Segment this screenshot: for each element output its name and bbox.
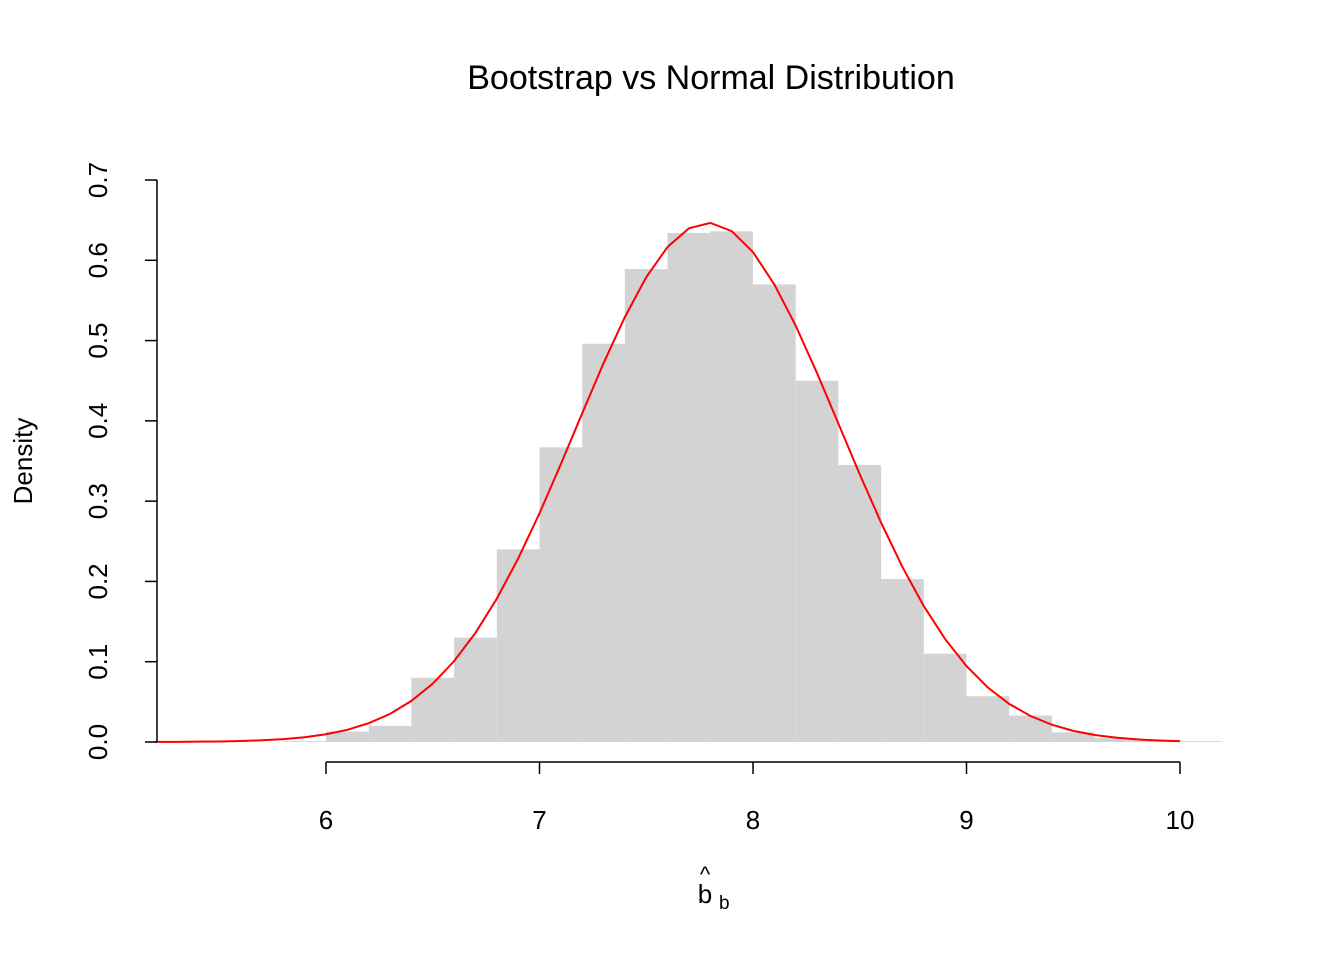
- density-curve: [155, 221, 1181, 743]
- histogram-bar: [838, 465, 882, 742]
- histogram-bar: [795, 380, 839, 742]
- histogram-bar: [710, 231, 753, 742]
- y-tick-label: 0.6: [83, 242, 113, 278]
- x-axis-label-subscript: b: [719, 893, 730, 914]
- x-axis-label-hat: ^: [700, 862, 711, 887]
- histogram-bar: [923, 653, 967, 742]
- x-tick-label: 7: [532, 805, 546, 835]
- histogram-bar: [667, 232, 711, 742]
- y-tick-label: 0.5: [83, 322, 113, 358]
- y-tick-label: 0.1: [83, 644, 113, 680]
- histogram-bar: [1180, 741, 1223, 742]
- y-tick-label: 0.4: [83, 403, 113, 439]
- y-axis-label: Density: [8, 418, 38, 505]
- histogram-bar: [1051, 732, 1095, 742]
- histogram-bar: [624, 269, 668, 742]
- y-tick-label: 0.2: [83, 563, 113, 599]
- y-tick-label: 0.3: [83, 483, 113, 519]
- histogram-bar: [881, 579, 924, 742]
- histogram-bar: [283, 741, 326, 742]
- histogram-bar: [753, 284, 796, 742]
- histogram-bar: [966, 696, 1010, 742]
- x-tick-label: 10: [1166, 805, 1195, 835]
- histogram-bar: [411, 677, 455, 742]
- histogram-bar: [326, 731, 369, 742]
- x-tick-label: 6: [319, 805, 333, 835]
- histogram-bar: [1009, 715, 1052, 742]
- y-tick-label: 0.0: [83, 724, 113, 760]
- y-tick-label: 0.7: [83, 162, 113, 198]
- histogram-bar: [582, 343, 625, 742]
- x-axis-label: b: [698, 879, 712, 909]
- x-tick-label: 8: [746, 805, 760, 835]
- x-tick-label: 9: [959, 805, 973, 835]
- histogram-bar: [1094, 737, 1138, 742]
- histogram-bar: [454, 637, 497, 742]
- histogram-bar: [539, 447, 583, 742]
- histogram-bar: [368, 725, 412, 742]
- histogram-bar: [496, 549, 540, 742]
- chart-title: Bootstrap vs Normal Distribution: [467, 59, 955, 97]
